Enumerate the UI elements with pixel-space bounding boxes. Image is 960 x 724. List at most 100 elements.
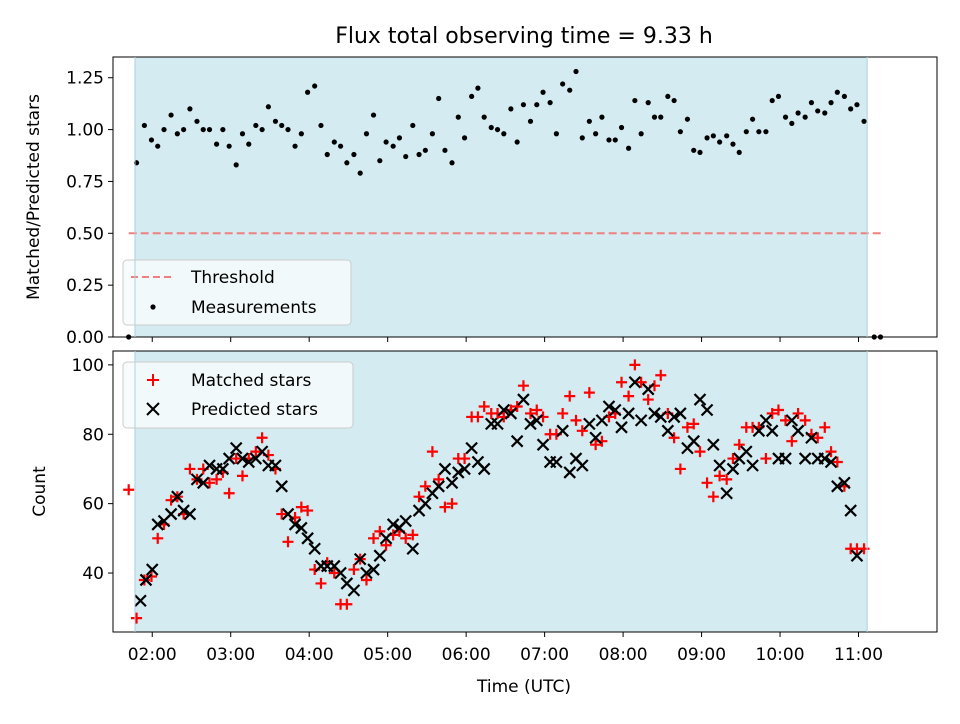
matched-star-point <box>583 387 595 399</box>
predicted-star-point <box>765 424 779 438</box>
measurement-point <box>586 118 592 124</box>
matched-star-point <box>152 532 164 544</box>
matched-star-point <box>858 543 870 555</box>
count-y-ticks: 40 60 80 100 <box>72 356 113 584</box>
matched-star-point <box>616 376 628 388</box>
predicted-star-point <box>373 549 387 562</box>
measurement-point <box>259 126 265 133</box>
matched-star-point <box>433 473 445 485</box>
predicted-star-point <box>791 424 805 438</box>
predicted-star-point <box>360 566 373 580</box>
measurement-point <box>233 162 239 168</box>
ratio-y-ticks: 0.00 0.25 0.50 0.75 1.00 1.25 <box>66 69 113 348</box>
matched-star-point <box>642 394 654 406</box>
matched-star-point <box>727 453 739 465</box>
measurement-point <box>618 124 625 131</box>
matched-star-point <box>380 539 392 551</box>
measurement-point <box>697 149 703 156</box>
count-x-tick-label: 04:00 <box>285 645 334 665</box>
predicted-star-point <box>785 414 799 427</box>
matched-star-point <box>517 380 529 392</box>
predicted-star-point <box>674 407 687 420</box>
matched-star-point <box>674 463 686 475</box>
measurement-point <box>514 139 520 145</box>
measurement-point <box>279 122 285 129</box>
matched-star-point <box>772 404 784 416</box>
measurement-point <box>775 93 782 100</box>
matched-star-point <box>459 453 471 465</box>
predicted-star-point <box>465 441 478 455</box>
predicted-star-point <box>628 375 642 389</box>
matched-star-point <box>407 529 419 541</box>
ratio-panel: 0.00 0.25 0.50 0.75 1.00 1.25 Matched/Predict… <box>24 56 938 348</box>
ratio-x-ticks <box>151 337 860 342</box>
matched-star-point <box>426 446 438 458</box>
predicted-star-point <box>438 462 452 476</box>
predicted-star-point <box>798 452 812 465</box>
count-x-tick-label: 06:00 <box>442 645 491 665</box>
predicted-star-point <box>196 476 210 490</box>
measurement-point <box>632 97 638 104</box>
predicted-stars-points <box>134 375 864 608</box>
count-legend-box <box>122 361 354 429</box>
matched-star-point <box>812 432 824 444</box>
predicted-star-point <box>347 584 361 597</box>
measurement-point <box>736 149 742 156</box>
measurement-point <box>795 110 801 116</box>
predicted-star-point <box>524 417 537 431</box>
matched-star-point <box>557 407 569 419</box>
measurement-point <box>665 93 671 100</box>
measurement-point <box>782 114 789 120</box>
matched-star-point <box>230 453 242 465</box>
predicted-star-point <box>406 542 420 556</box>
matched-star-point <box>184 463 196 475</box>
predicted-star-point <box>608 403 622 417</box>
predicted-star-point <box>634 414 648 427</box>
measurement-point <box>854 102 860 108</box>
matched-star-point <box>419 480 431 492</box>
matched-star-point <box>282 536 294 548</box>
measurement-point <box>370 112 377 118</box>
predicted-star-point <box>301 532 314 545</box>
predicted-star-point <box>510 434 524 448</box>
matched-star-point <box>400 532 412 544</box>
matched-star-point <box>721 473 733 485</box>
predicted-star-point <box>805 431 818 445</box>
matched-star-point <box>295 501 307 513</box>
predicted-star-point <box>236 452 249 465</box>
count-plot-frame <box>112 350 938 633</box>
predicted-star-point <box>517 393 530 406</box>
predicted-star-point <box>530 414 544 427</box>
matched-star-point <box>701 477 713 489</box>
measurement-point <box>168 112 174 118</box>
measurement-point <box>567 87 573 93</box>
measurement-point <box>187 106 193 112</box>
matched-star-point <box>629 359 641 371</box>
predicted-star-point <box>746 459 759 472</box>
measurement-point <box>416 151 422 158</box>
count-x-ticks: 02:00 03:00 04:00 05:00 06:00 07:00 08:00 09:00… <box>128 632 883 665</box>
matched-star-point <box>145 570 157 582</box>
predicted-star-point <box>452 466 465 479</box>
matched-star-point <box>576 425 588 437</box>
predicted-star-point <box>281 507 295 521</box>
measurement-point <box>253 122 259 129</box>
legend-matched-swatch <box>147 374 159 386</box>
predicted-star-point <box>139 573 153 587</box>
predicted-star-point <box>275 480 289 493</box>
measurement-point <box>677 129 683 135</box>
predicted-star-point <box>641 382 655 396</box>
measurement-point <box>756 129 762 135</box>
matched-star-point <box>478 401 490 413</box>
predicted-star-point <box>536 438 550 451</box>
predicted-star-point <box>203 459 216 472</box>
ratio-y-tick-label: 0.00 <box>66 328 104 348</box>
measurement-point <box>743 129 749 135</box>
ratio-y-tick-label: 1.00 <box>66 121 104 141</box>
predicted-star-point <box>589 431 602 445</box>
matched-star-point <box>302 505 314 517</box>
predicted-star-point <box>145 563 159 576</box>
predicted-star-point <box>602 400 616 413</box>
measurement-point <box>710 133 716 139</box>
